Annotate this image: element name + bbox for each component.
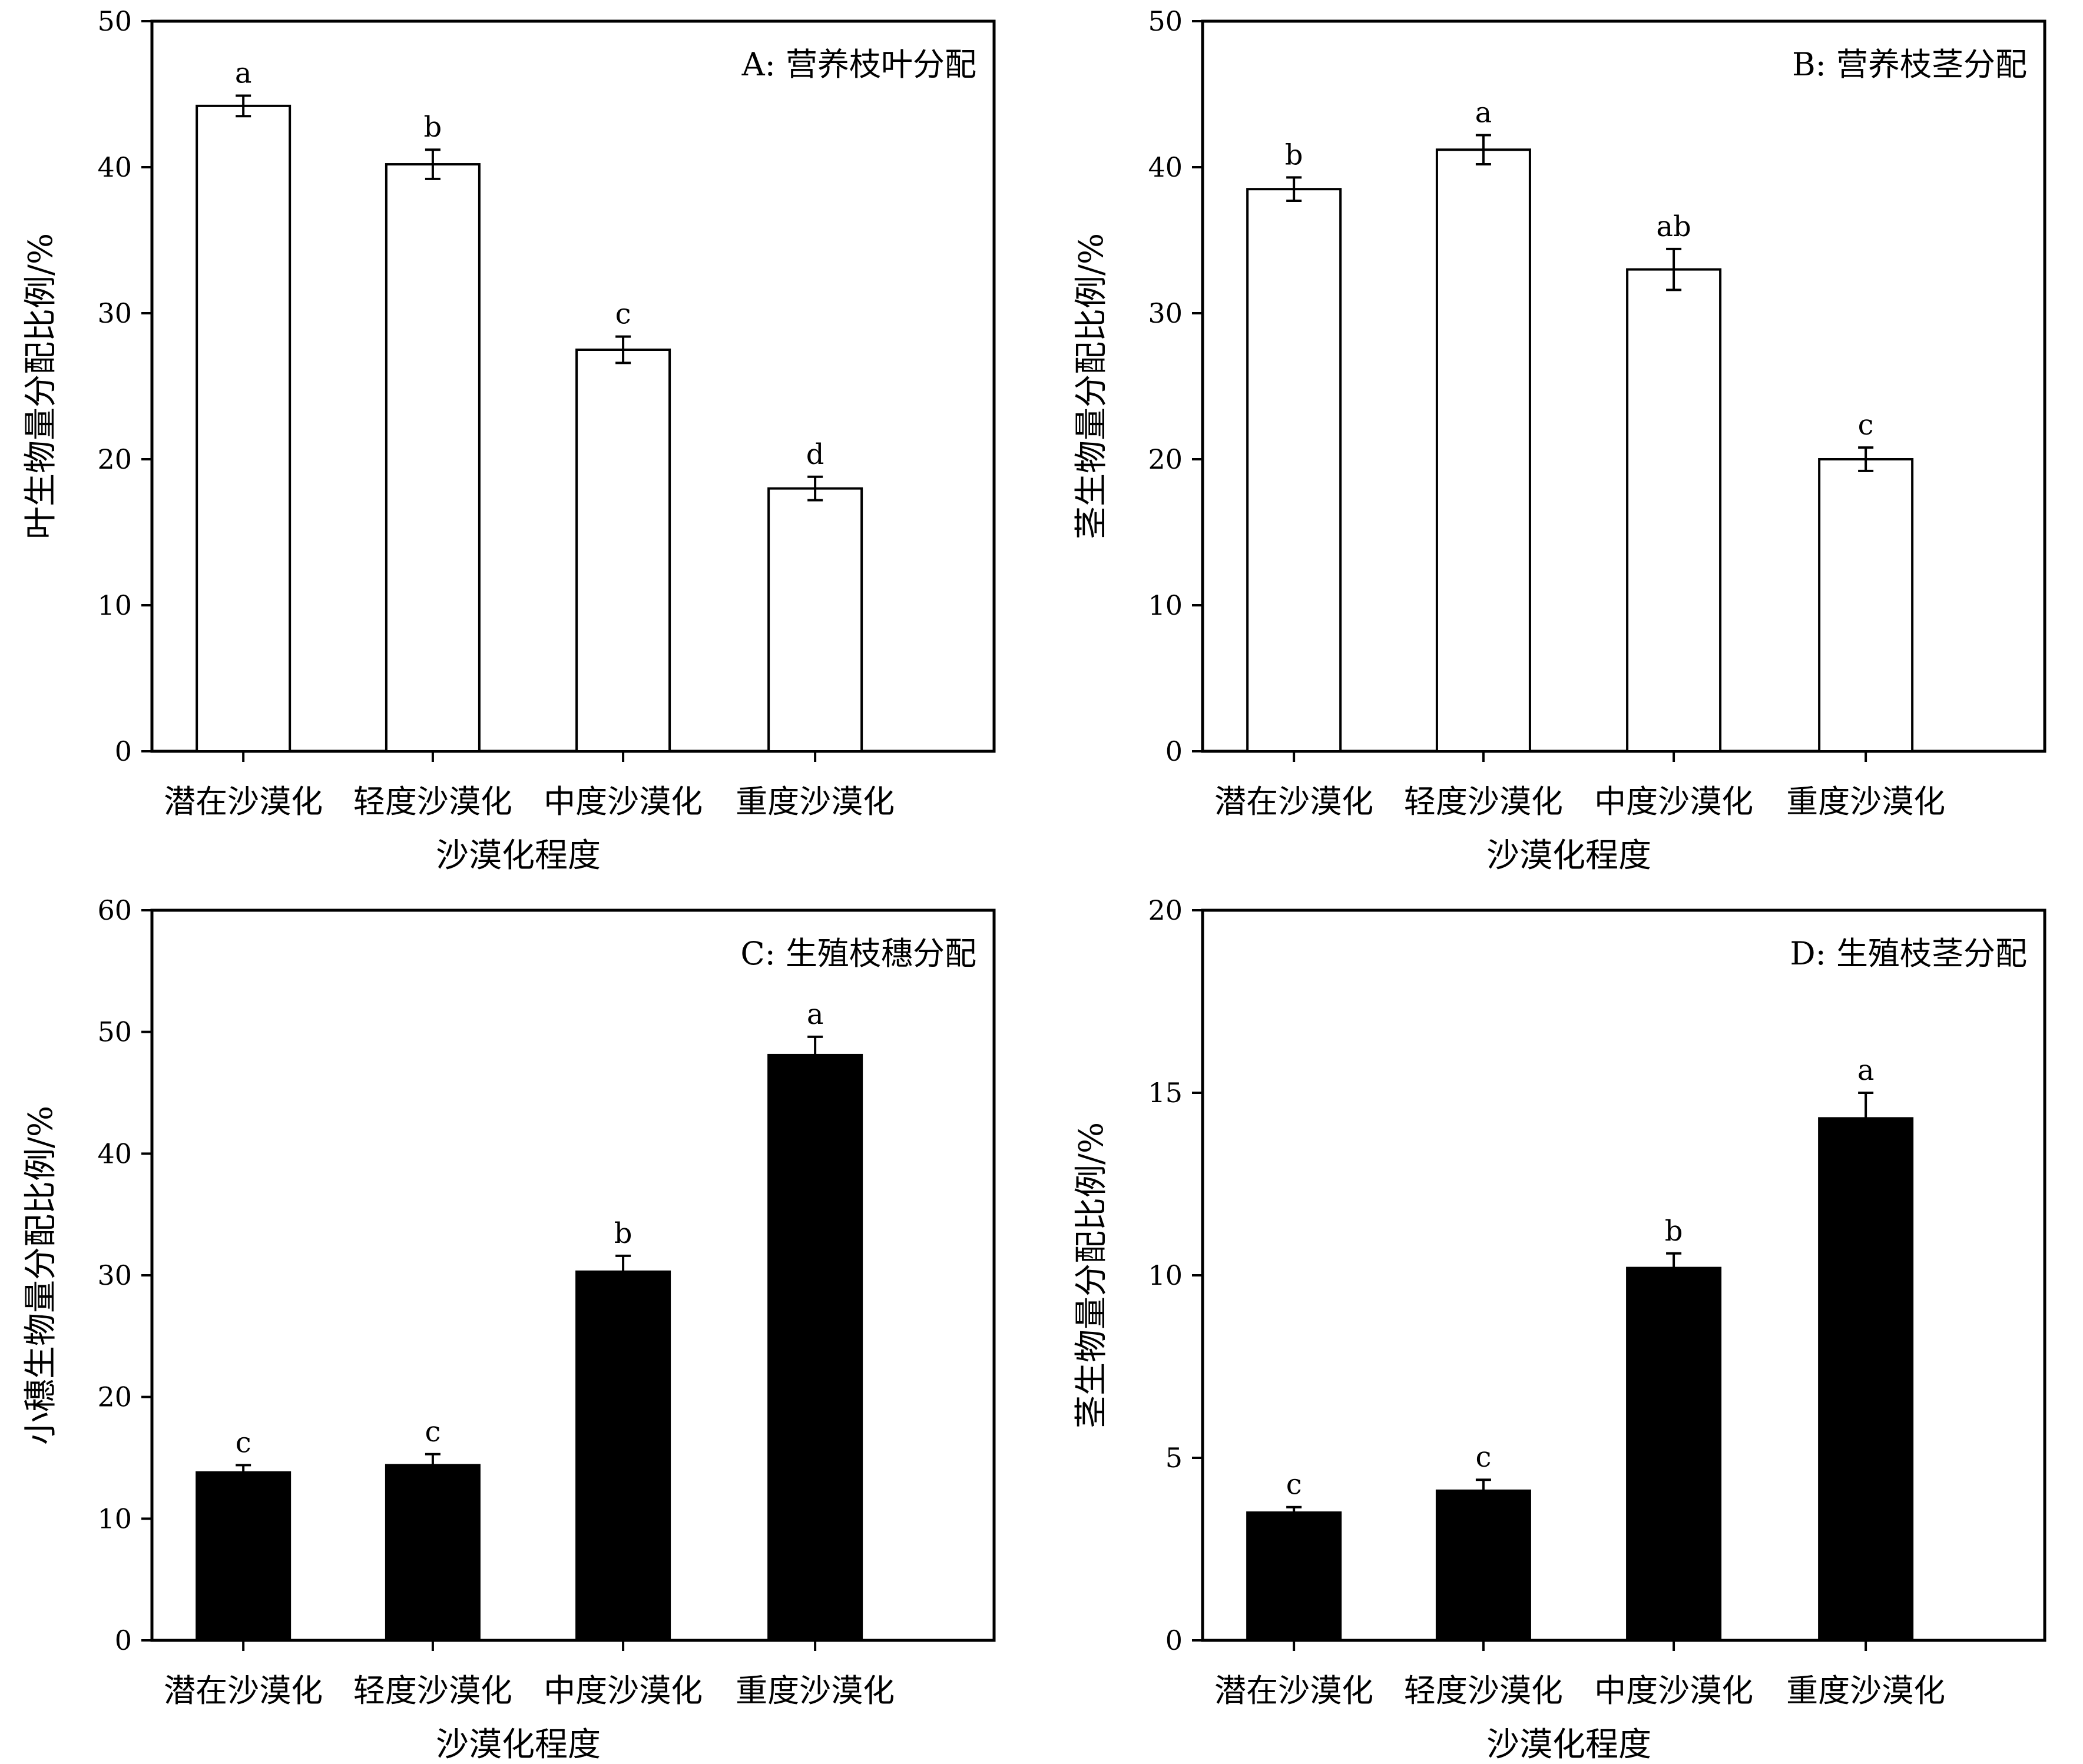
y-tick-label: 50: [97, 1016, 132, 1048]
bar: [385, 163, 481, 753]
x-axis-label: 沙漠化程度: [1486, 1726, 1651, 1764]
y-tick-label: 50: [1148, 5, 1183, 37]
y-tick-label: 15: [1148, 1077, 1183, 1109]
category-label: 重度沙漠化: [1786, 1672, 1945, 1709]
y-axis-label: 小穗生物量分配比例/%: [22, 1106, 60, 1445]
x-axis-label: 沙漠化程度: [1486, 837, 1651, 875]
y-tick-label: 40: [1148, 151, 1183, 183]
bar: [196, 1471, 292, 1642]
significance-letter: b: [424, 111, 442, 144]
y-tick-label: 30: [1148, 297, 1183, 329]
bar: [1818, 1117, 1914, 1642]
y-tick-label: 20: [1148, 443, 1183, 475]
panel-title: D: 生殖枝茎分配: [1790, 935, 2027, 972]
y-tick-label: 40: [97, 1138, 132, 1169]
panel-title: C: 生殖枝穗分配: [740, 935, 976, 972]
bar: [1435, 148, 1531, 753]
category-label: 潜在沙漠化: [164, 783, 323, 820]
chart-panel-b: 0 10 20 30 40 50 b 潜在沙漠化 a 轻度沙漠化 ab 中度沙漠化 c 重度沙漠化 B: 营…: [1072, 5, 2046, 875]
y-tick-label: 0: [1165, 1624, 1183, 1656]
plot-frame: [1201, 19, 2046, 753]
panel-title: B: 营养枝茎分配: [1792, 46, 2027, 83]
category-label: 重度沙漠化: [1786, 783, 1945, 820]
y-tick-label: 10: [1148, 589, 1183, 621]
significance-letter: b: [614, 1217, 632, 1250]
significance-letter: ab: [1656, 210, 1691, 243]
significance-letter: c: [1475, 1441, 1491, 1474]
y-tick-label: 10: [97, 589, 132, 621]
significance-letter: d: [806, 438, 824, 471]
y-tick-label: 40: [97, 151, 132, 183]
significance-letter: a: [235, 57, 252, 89]
category-label: 重度沙漠化: [736, 1672, 895, 1709]
category-label: 中度沙漠化: [544, 783, 703, 820]
y-tick-label: 20: [1148, 894, 1183, 926]
y-tick-label: 30: [97, 1259, 132, 1291]
x-axis-label: 沙漠化程度: [436, 837, 601, 875]
y-tick-label: 20: [97, 443, 132, 475]
y-tick-label: 0: [1165, 735, 1183, 767]
y-axis-label: 叶生物量分配比例/%: [22, 233, 60, 539]
bar: [767, 487, 863, 752]
significance-letter: c: [615, 298, 631, 331]
bar: [1246, 1511, 1342, 1642]
bar: [575, 1270, 671, 1642]
bar: [1435, 1489, 1531, 1642]
y-tick-label: 10: [97, 1503, 132, 1534]
panel-title: A: 营养枝叶分配: [741, 46, 976, 83]
x-axis-label: 沙漠化程度: [436, 1726, 601, 1764]
significance-letter: a: [1857, 1054, 1875, 1087]
bar: [575, 349, 671, 752]
chart-panel-d: 0 5 10 15 20 c 潜在沙漠化 c 轻度沙漠化 b 中度沙漠化 a 重度沙漠化 D: 生殖枝茎分…: [1072, 894, 2046, 1764]
category-label: 中度沙漠化: [1594, 783, 1753, 820]
bar: [385, 1464, 481, 1642]
y-tick-label: 20: [97, 1381, 132, 1413]
y-tick-label: 10: [1148, 1259, 1183, 1291]
significance-letter: c: [425, 1415, 441, 1448]
y-tick-label: 30: [97, 297, 132, 329]
y-tick-label: 60: [97, 894, 132, 926]
y-tick-label: 0: [115, 1624, 132, 1656]
category-label: 中度沙漠化: [1594, 1672, 1753, 1709]
category-label: 中度沙漠化: [544, 1672, 703, 1709]
y-tick-label: 0: [115, 735, 132, 767]
bar: [767, 1053, 863, 1642]
bar: [196, 104, 292, 753]
bar: [1818, 458, 1914, 752]
significance-letter: a: [807, 998, 824, 1031]
significance-letter: a: [1475, 96, 1492, 129]
y-tick-label: 50: [97, 5, 132, 37]
y-axis-label: 茎生物量分配比例/%: [1072, 233, 1111, 539]
y-axis-label: 茎生物量分配比例/%: [1072, 1122, 1111, 1428]
category-label: 轻度沙漠化: [1404, 783, 1563, 820]
significance-letter: b: [1285, 138, 1303, 171]
bar: [1626, 1266, 1722, 1642]
chart-panel-c: 0 10 20 30 40 50 60 c 潜在沙漠化 c 轻度沙漠化 b 中度沙漠化 a 重度沙漠化 C: …: [22, 894, 996, 1764]
significance-letter: b: [1665, 1215, 1683, 1248]
category-label: 重度沙漠化: [736, 783, 895, 820]
category-label: 轻度沙漠化: [353, 783, 512, 820]
y-tick-label: 5: [1165, 1442, 1183, 1474]
chart-panel-a: 0 10 20 30 40 50 a 潜在沙漠化 b 轻度沙漠化 c 中度沙漠化 d 重度沙漠化 A: 营养…: [22, 5, 996, 875]
significance-letter: c: [1858, 409, 1874, 442]
category-label: 潜在沙漠化: [164, 1672, 323, 1709]
bar: [1626, 268, 1722, 753]
plot-frame: [150, 19, 996, 753]
category-label: 潜在沙漠化: [1214, 1672, 1373, 1709]
category-label: 潜在沙漠化: [1214, 783, 1373, 820]
category-label: 轻度沙漠化: [353, 1672, 512, 1709]
category-label: 轻度沙漠化: [1404, 1672, 1563, 1709]
significance-letter: c: [1286, 1468, 1302, 1501]
bar: [1246, 188, 1342, 752]
significance-letter: c: [236, 1426, 251, 1459]
